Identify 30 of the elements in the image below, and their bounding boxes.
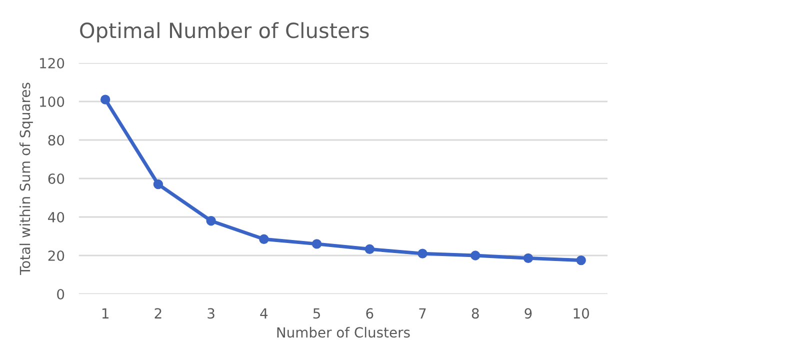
x-tick-label: 4 [260, 308, 268, 318]
y-axis-title: Total within Sum of Squares [20, 82, 33, 275]
y-tick-label: 80 [48, 134, 64, 146]
x-tick-label: 6 [366, 308, 374, 319]
x-tick-label: 1 [102, 308, 108, 318]
x-tick-label: 10 [574, 308, 590, 319]
y-tick-label: 40 [48, 212, 64, 222]
y-tick-label: 0 [57, 288, 64, 300]
y-tick-label: 100 [40, 96, 64, 107]
point [576, 255, 586, 266]
x-axis-title: Number of Clusters [277, 326, 410, 338]
point [418, 248, 428, 258]
y-tick-label: 60 [48, 173, 64, 184]
point [259, 234, 269, 244]
x-tick-label: 8 [472, 308, 479, 319]
x-tick-label: 5 [313, 308, 320, 319]
x-tick-label: 9 [524, 308, 532, 319]
point [153, 179, 164, 190]
x-tick-label: 3 [208, 308, 214, 319]
y-tick-label: 20 [48, 250, 64, 261]
y-tick-label: 120 [40, 58, 64, 68]
x-tick-label: 7 [419, 308, 426, 318]
x-tick-label: 2 [154, 308, 162, 318]
point [206, 216, 216, 226]
point [100, 94, 110, 104]
chart-title: Optimal Number of Clusters [80, 22, 369, 42]
point [470, 250, 480, 260]
point [523, 253, 534, 264]
point [312, 239, 322, 249]
point [364, 244, 375, 254]
